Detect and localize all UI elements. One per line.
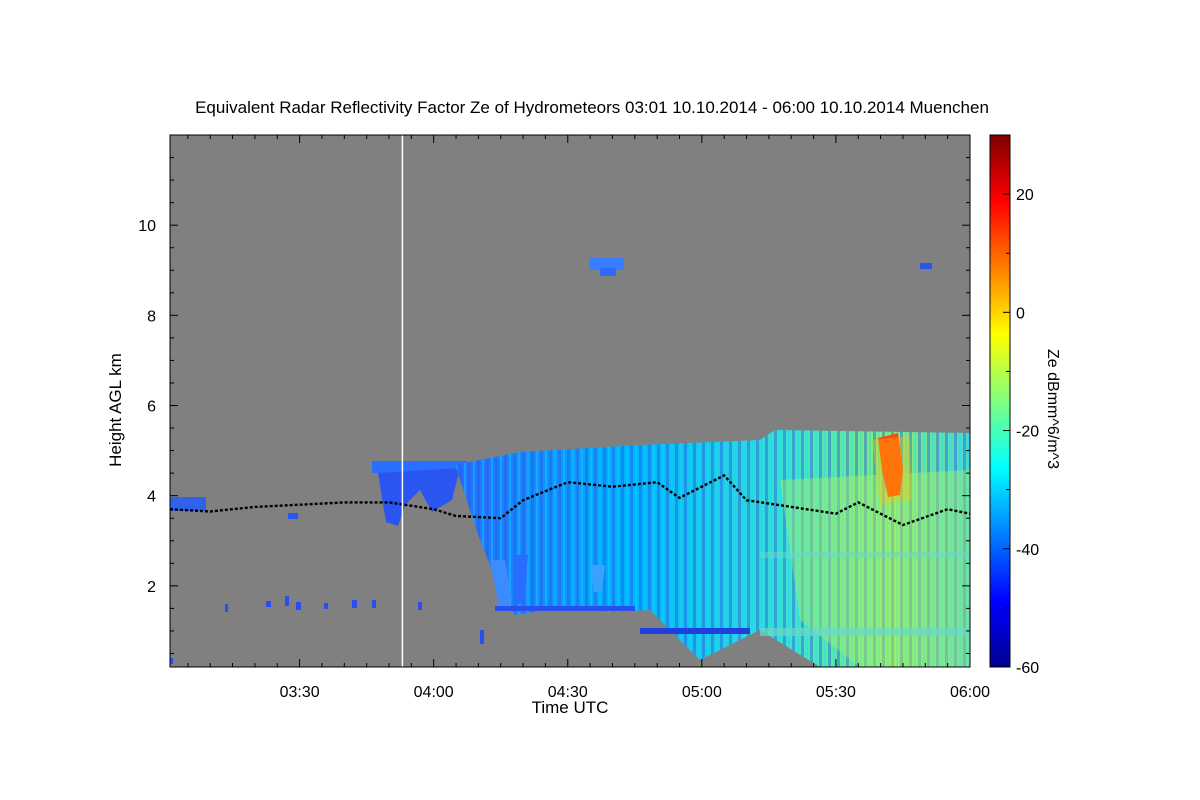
x-tick-label: 06:00 xyxy=(950,684,990,701)
y-axis: 2 4 6 8 10 xyxy=(138,134,970,654)
cloud-base-line xyxy=(170,473,970,527)
x-tick-label: 04:30 xyxy=(548,684,588,701)
x-axis-label: Time UTC xyxy=(531,698,609,717)
y-tick-label: 4 xyxy=(147,489,156,506)
colorbar-tick-label: 0 xyxy=(1016,305,1025,322)
colorbar xyxy=(989,134,1011,668)
y-tick-label: 8 xyxy=(147,308,156,325)
colorbar-tick-label: -60 xyxy=(1016,660,1039,677)
colorbar-label: Ze dBmm^6/m^3 xyxy=(1044,349,1061,469)
x-tick-label: 05:30 xyxy=(816,684,856,701)
colorbar-tick-label: 20 xyxy=(1016,187,1034,204)
x-axis: 03:30 04:00 04:30 05:00 05:30 06:00 xyxy=(187,135,990,701)
x-tick-label: 04:00 xyxy=(414,684,454,701)
y-tick-label: 10 xyxy=(138,218,156,235)
colorbar-tick-label: -40 xyxy=(1016,542,1039,559)
y-tick-label: 6 xyxy=(147,399,156,416)
colorbar-axis: 20 0 -20 -40 -60 xyxy=(1003,134,1039,677)
x-tick-label: 03:30 xyxy=(280,684,320,701)
x-tick-label: 05:00 xyxy=(682,684,722,701)
reflectivity-field xyxy=(170,258,970,667)
y-tick-label: 2 xyxy=(147,579,156,596)
chart-title: Equivalent Radar Reflectivity Factor Ze … xyxy=(195,98,989,117)
y-axis-label: Height AGL km xyxy=(106,353,125,467)
colorbar-tick-label: -20 xyxy=(1016,424,1039,441)
plot-frame xyxy=(169,134,971,668)
